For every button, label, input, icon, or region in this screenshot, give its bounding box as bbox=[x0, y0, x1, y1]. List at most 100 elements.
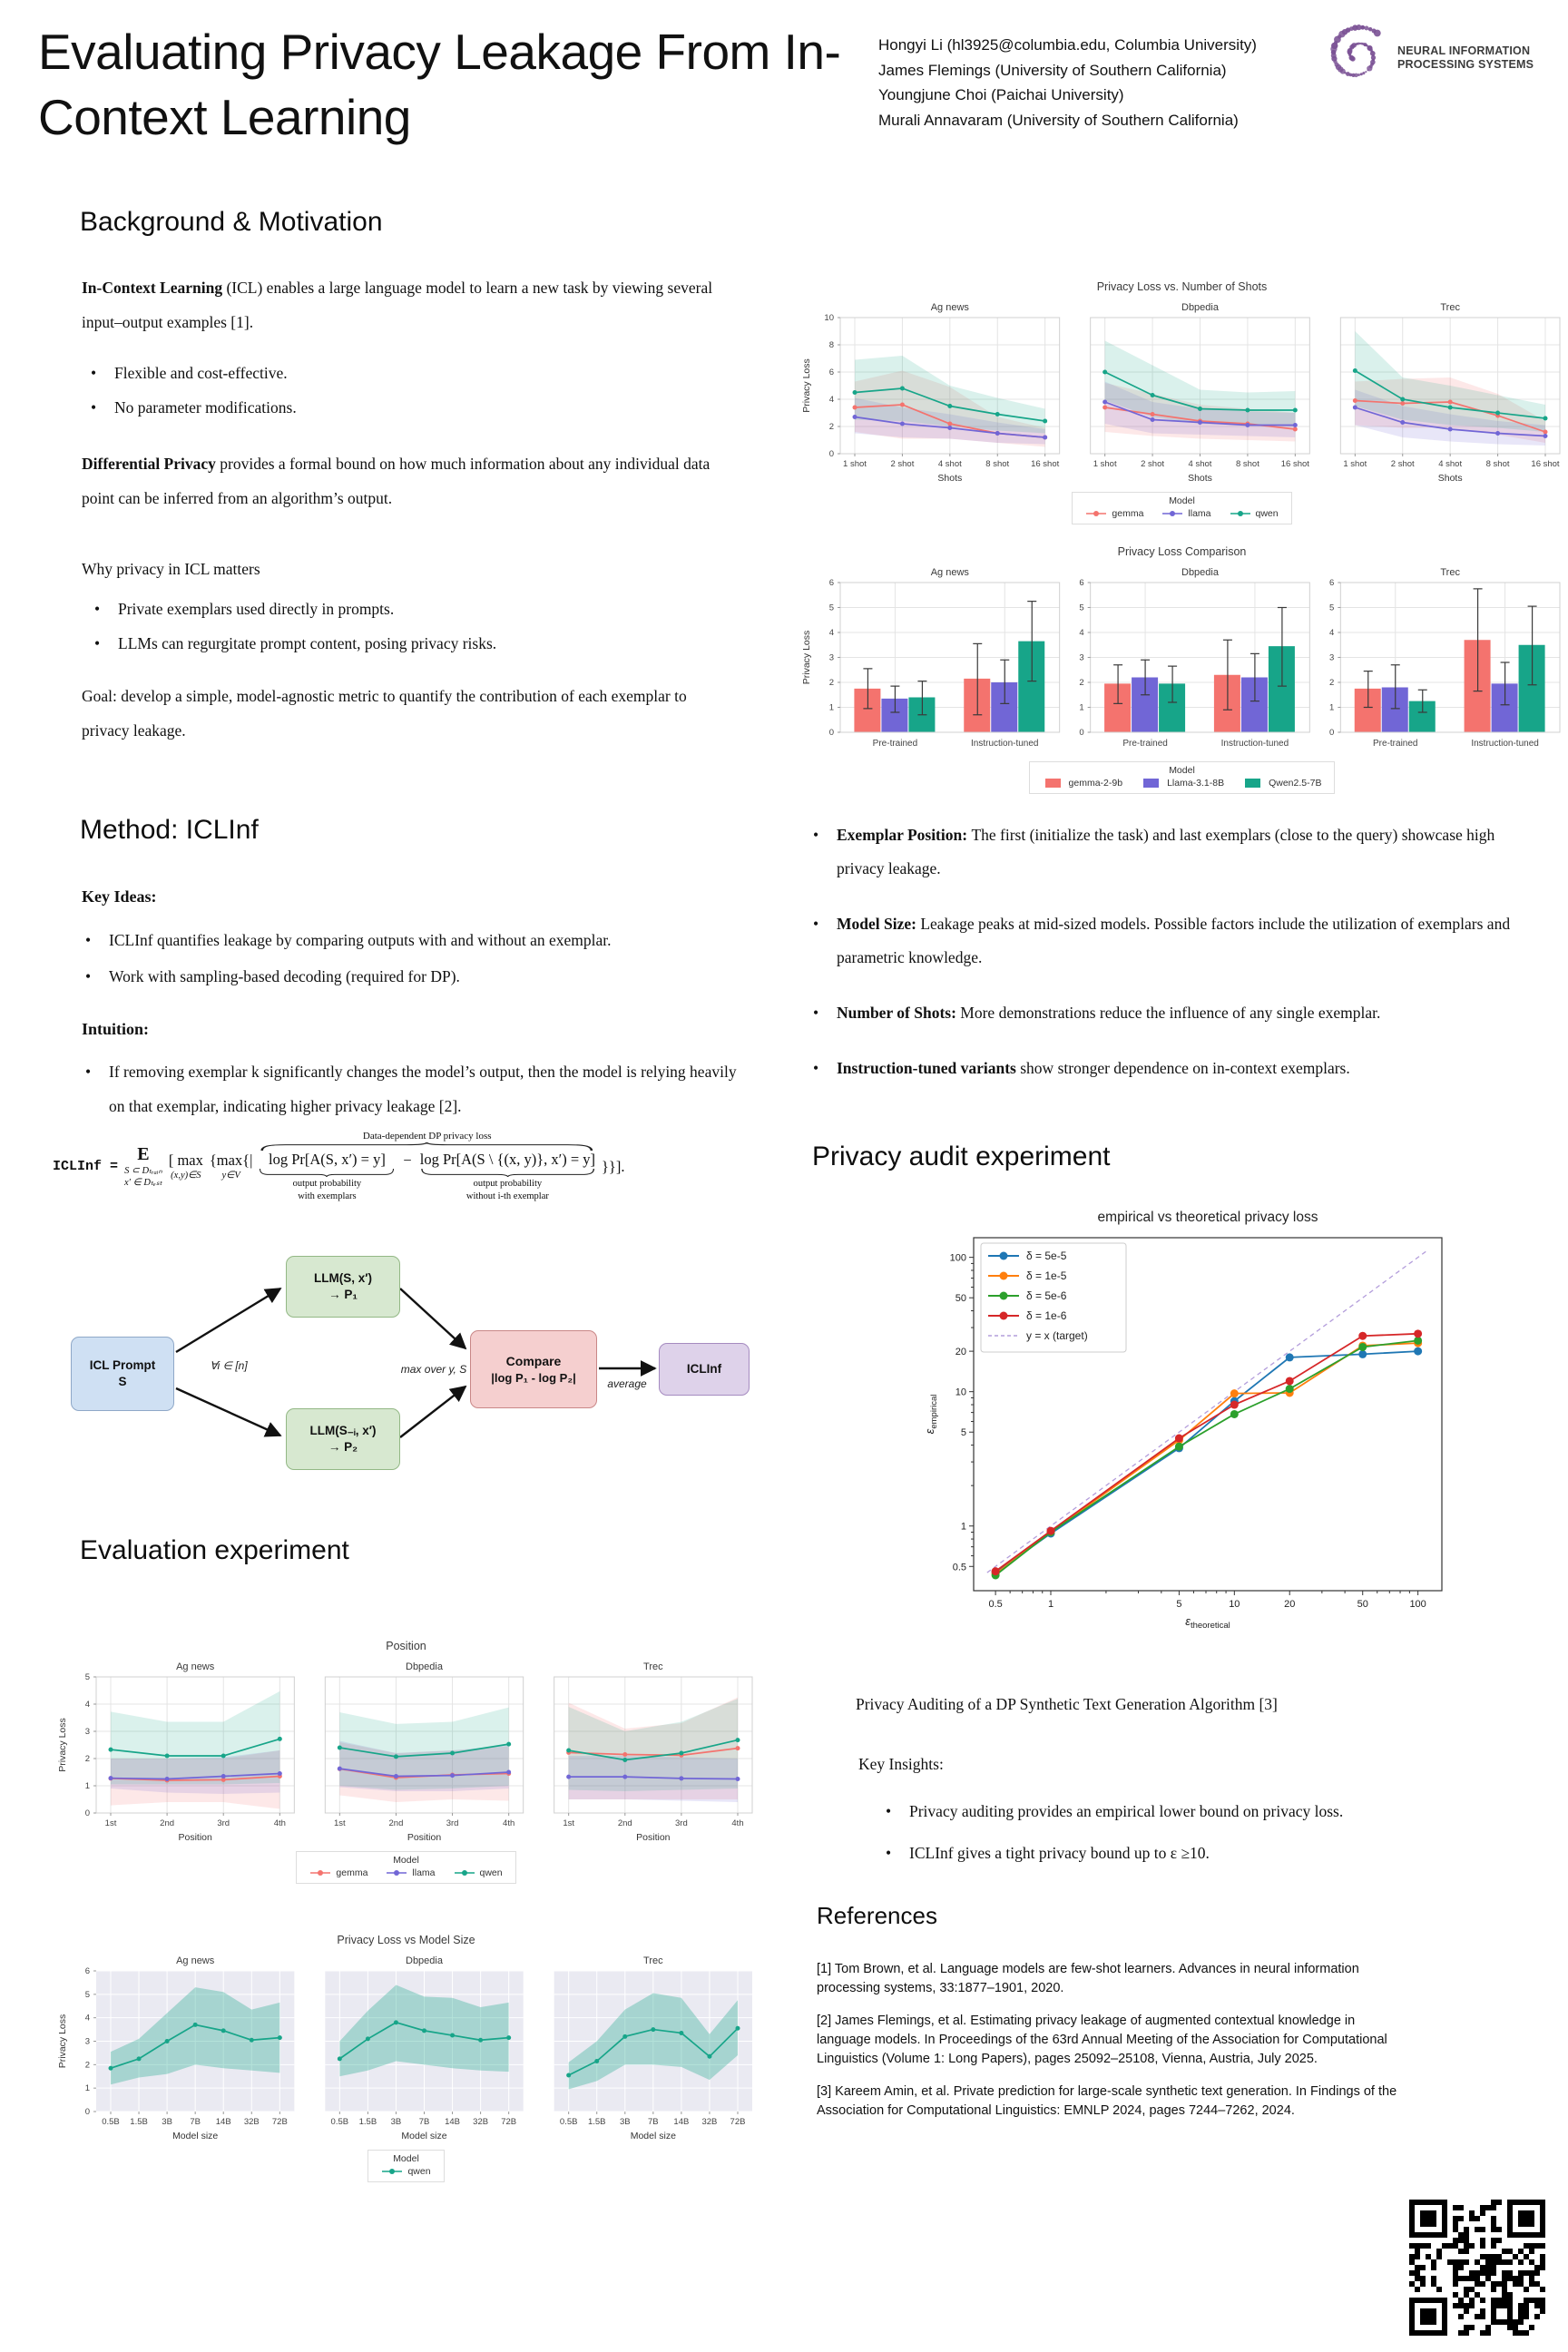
svg-text:1st: 1st bbox=[105, 1818, 117, 1828]
svg-text:100: 100 bbox=[1409, 1599, 1426, 1610]
references-list: [1] Tom Brown, et al. Language models ar… bbox=[817, 1960, 1411, 2134]
svg-text:5: 5 bbox=[829, 603, 834, 613]
svg-text:1: 1 bbox=[1079, 703, 1083, 713]
svg-text:32B: 32B bbox=[473, 2117, 488, 2127]
svg-text:y = x (target): y = x (target) bbox=[1026, 1329, 1088, 1342]
svg-text:6: 6 bbox=[85, 1966, 90, 1976]
svg-text:32B: 32B bbox=[701, 2117, 717, 2127]
svg-text:Privacy Loss: Privacy Loss bbox=[57, 2014, 68, 2069]
dp-rest: provides a formal bound on how much info… bbox=[82, 455, 710, 507]
poster-title: Evaluating Privacy Leakage From In- Cont… bbox=[38, 20, 909, 150]
svg-text:0: 0 bbox=[829, 449, 834, 459]
svg-text:100: 100 bbox=[950, 1253, 966, 1264]
svg-text:Instruction-tuned: Instruction-tuned bbox=[1221, 739, 1289, 749]
svg-text:Pre-trained: Pre-trained bbox=[1373, 739, 1417, 749]
author-line: Hongyi Li (hl3925@columbia.edu, Columbia… bbox=[878, 36, 1257, 54]
neurips-swirl-icon bbox=[1323, 18, 1396, 97]
svg-text:2 shot: 2 shot bbox=[890, 459, 914, 469]
svg-text:4: 4 bbox=[85, 1700, 90, 1710]
audit-chart: empirical vs theoretical privacy loss 0.5… bbox=[921, 1207, 1456, 1638]
underbrace1-label: output probability with exemplars bbox=[292, 1179, 362, 1201]
svg-text:2: 2 bbox=[85, 1754, 90, 1764]
formula-max2: {max{| y∈V bbox=[209, 1152, 253, 1181]
author-line: Murali Annavaram (University of Southern… bbox=[878, 111, 1239, 129]
svg-text:7B: 7B bbox=[648, 2117, 659, 2127]
formula-lhs: ICLInf = bbox=[53, 1159, 119, 1175]
svg-text:1.5B: 1.5B bbox=[130, 2117, 148, 2127]
chart-legend: Model gemma llama qwen bbox=[296, 1851, 516, 1884]
reference-item: [3] Kareem Amin, et al. Private predicti… bbox=[817, 2084, 1397, 2118]
svg-text:6: 6 bbox=[829, 368, 834, 377]
svg-text:Privacy Loss: Privacy Loss bbox=[57, 1718, 68, 1772]
svg-text:3B: 3B bbox=[162, 2117, 172, 2127]
finding-bullet: • Exemplar Position: The first (initializ… bbox=[813, 818, 1539, 886]
svg-text:2nd: 2nd bbox=[160, 1818, 174, 1828]
svg-text:Trec: Trec bbox=[1440, 567, 1460, 578]
svg-text:6: 6 bbox=[1079, 578, 1083, 588]
svg-text:Dbpedia: Dbpedia bbox=[1181, 567, 1220, 578]
legend-item: llama bbox=[386, 1867, 436, 1878]
diagram-iclinf-output-box: ICLInf bbox=[659, 1343, 750, 1396]
svg-text:10: 10 bbox=[956, 1387, 966, 1398]
section-heading-background: Background & Motivation bbox=[80, 207, 383, 237]
svg-text:Position: Position bbox=[636, 1832, 671, 1843]
neurips-logo: NEURAL INFORMATION PROCESSING SYSTEMS bbox=[1323, 18, 1534, 97]
svg-text:εempirical: εempirical bbox=[923, 1395, 939, 1435]
svg-text:Dbpedia: Dbpedia bbox=[406, 1661, 444, 1672]
formula-term2: log Pr[A(S \ {(x, y)}, x′) = y] output p… bbox=[419, 1151, 596, 1201]
legend-item: qwen bbox=[454, 1867, 503, 1878]
svg-text:1: 1 bbox=[1048, 1599, 1054, 1610]
icl-rest: (ICL) enables a large language model to … bbox=[82, 279, 713, 331]
svg-text:0: 0 bbox=[85, 1808, 90, 1818]
svg-text:5: 5 bbox=[1329, 603, 1334, 613]
svg-text:Ag news: Ag news bbox=[176, 1661, 215, 1672]
finding-bullet: • Number of Shots: More demonstrations re… bbox=[813, 996, 1539, 1030]
finding-bullet: • Model Size: Leakage peaks at mid-sized … bbox=[813, 907, 1539, 975]
chart-legend: Model gemma-2-9b Llama-3.1-8B Qwen2.5-7B bbox=[1028, 761, 1336, 794]
iclinf-flowchart-diagram: ICL Prompt S LLM(S, x′) → P₁ LLM(S₋ᵢ, x′… bbox=[54, 1250, 762, 1477]
svg-text:5: 5 bbox=[85, 1672, 90, 1682]
svg-text:Shots: Shots bbox=[1188, 473, 1212, 484]
neurips-logo-text: NEURAL INFORMATION PROCESSING SYSTEMS bbox=[1397, 44, 1534, 72]
svg-text:3rd: 3rd bbox=[675, 1818, 688, 1828]
why-bullet: • Private exemplars used directly in prom… bbox=[94, 592, 730, 626]
svg-text:Dbpedia: Dbpedia bbox=[1181, 302, 1220, 313]
svg-text:0.5: 0.5 bbox=[953, 1562, 966, 1573]
background-bullet: • Flexible and cost-effective. bbox=[91, 356, 726, 390]
legend-title: Model bbox=[1169, 495, 1195, 506]
svg-text:δ = 5e-5: δ = 5e-5 bbox=[1026, 1250, 1067, 1262]
svg-text:Position: Position bbox=[178, 1832, 212, 1843]
svg-text:10: 10 bbox=[824, 313, 834, 323]
svg-text:Ag news: Ag news bbox=[931, 302, 970, 313]
svg-text:4: 4 bbox=[85, 2014, 90, 2024]
svg-text:3: 3 bbox=[1079, 653, 1083, 663]
svg-text:0.5B: 0.5B bbox=[331, 2117, 349, 2127]
svg-text:14B: 14B bbox=[445, 2117, 460, 2127]
svg-text:3B: 3B bbox=[391, 2117, 402, 2127]
svg-text:20: 20 bbox=[1284, 1599, 1295, 1610]
svg-text:16 shot: 16 shot bbox=[1531, 459, 1560, 469]
legend-title: Model bbox=[393, 2153, 419, 2164]
svg-text:3rd: 3rd bbox=[446, 1818, 459, 1828]
goal-paragraph: Goal: develop a simple, model-agnostic m… bbox=[82, 687, 687, 740]
svg-text:10: 10 bbox=[1229, 1599, 1240, 1610]
legend-item: qwen bbox=[381, 2166, 431, 2177]
svg-text:6: 6 bbox=[1329, 578, 1334, 588]
section-heading-audit: Privacy audit experiment bbox=[812, 1142, 1111, 1171]
svg-text:72B: 72B bbox=[272, 2117, 288, 2127]
svg-text:7B: 7B bbox=[419, 2117, 430, 2127]
svg-text:5: 5 bbox=[1176, 1599, 1181, 1610]
poster-title-line2: Context Learning bbox=[38, 88, 411, 145]
svg-text:1st: 1st bbox=[334, 1818, 346, 1828]
finding-bullet: • Instruction-tuned variants show stronge… bbox=[813, 1052, 1539, 1085]
svg-text:Pre-trained: Pre-trained bbox=[873, 739, 917, 749]
svg-text:Position: Position bbox=[407, 1832, 442, 1843]
bullet-dot: • bbox=[94, 634, 101, 652]
svg-text:δ = 1e-6: δ = 1e-6 bbox=[1026, 1309, 1067, 1322]
legend-item: gemma bbox=[1085, 508, 1143, 519]
key-ideas-label: Key Ideas: bbox=[82, 887, 157, 906]
iclinf-formula: ICLInf = E S ⊂ Dₜᵣₐᵢₙ x′ ∈ Dₜₑₛₜ [ max (… bbox=[53, 1131, 779, 1202]
diagram-arrows bbox=[175, 1287, 657, 1438]
svg-text:Privacy Loss vs. Number of Sho: Privacy Loss vs. Number of Shots bbox=[1097, 280, 1268, 293]
diagram-compare-box: Compare |log P₁ - log P₂| bbox=[470, 1330, 597, 1408]
